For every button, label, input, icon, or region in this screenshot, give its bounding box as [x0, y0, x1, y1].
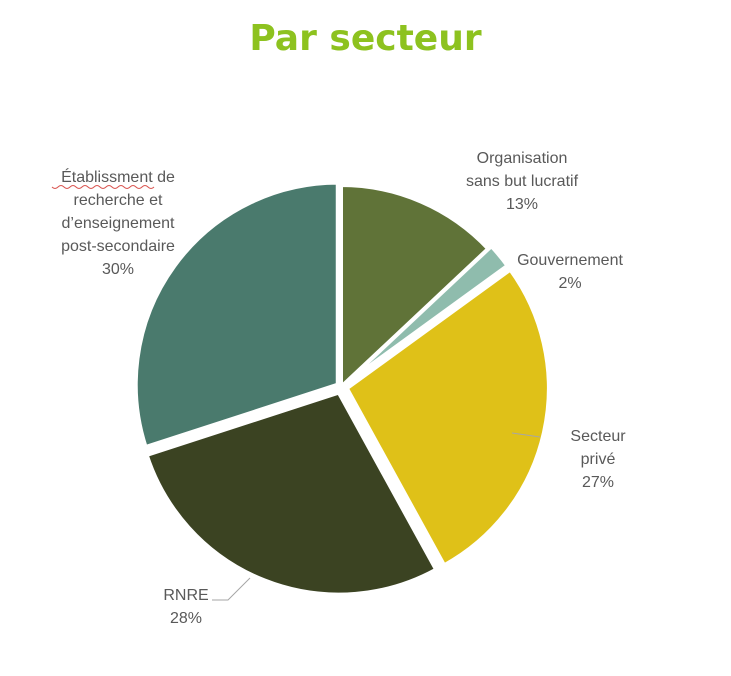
pie-slice-gouvernement — [342, 243, 511, 387]
data-label-e-tablissment-de-recherche-et-d-enseignement-post-secondaire: Établissment de recherche et d’enseignemen… — [61, 167, 175, 278]
leader-line — [511, 432, 541, 438]
pie-slice-organisation-sans-but-lucratif — [339, 182, 492, 392]
pie-slice-secteur-prive — [344, 266, 551, 569]
data-label-gouvernement: Gouvernement 2% — [517, 252, 623, 292]
pie-slice-rnre — [144, 390, 439, 597]
chart-title: Par secteur — [249, 18, 482, 59]
data-label-secteur-prive: Secteur privé 27% — [570, 428, 626, 491]
data-label-organisation-sans-but-lucratif: Organisation sans but lucratif 13% — [466, 150, 579, 213]
leader-line — [212, 577, 251, 601]
spellcheck-underline — [51, 185, 155, 189]
pie-slice-e-tablissment-de-recherche-et-d-enseignement-post-secondaire — [133, 180, 340, 450]
data-label-rnre: RNRE 28% — [163, 587, 208, 627]
